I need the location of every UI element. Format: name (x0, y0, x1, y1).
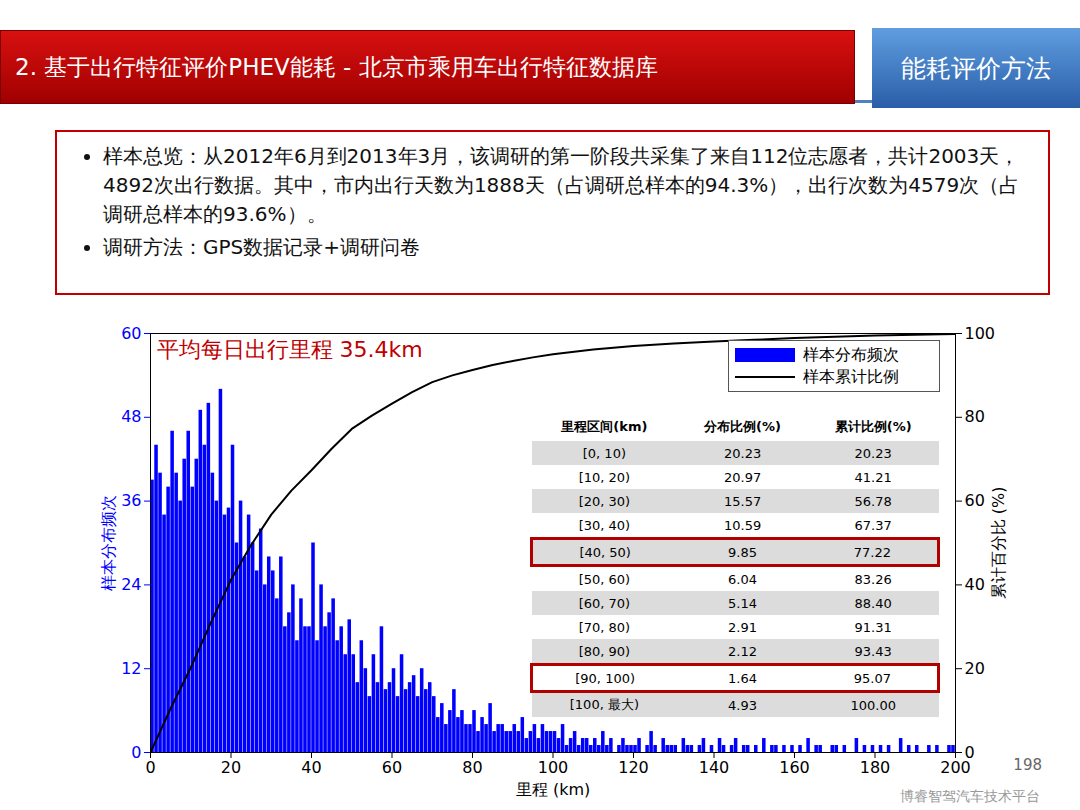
html-text:20.97: 20.97 (724, 469, 762, 485)
html-text:77.22: 77.22 (853, 544, 891, 560)
html-text:5.14: 5.14 (728, 595, 757, 611)
html-text:调研方法：GPS数据记录+调研问卷: 调研方法：GPS数据记录+调研问卷 (103, 235, 420, 259)
svg-text:40: 40 (965, 575, 985, 594)
html-text:样本分布频次: 样本分布频次 (803, 344, 899, 364)
html-text:[50, 60): [50, 60) (578, 571, 631, 587)
svg-text:80: 80 (462, 758, 482, 777)
html-text:15.57: 15.57 (724, 493, 762, 509)
svg-text:20: 20 (221, 758, 241, 777)
svg-text:180: 180 (860, 758, 891, 777)
svg-text:60: 60 (965, 491, 985, 510)
html-text:[40, 50): [40, 50) (579, 544, 631, 560)
svg-text:140: 140 (699, 758, 730, 777)
html-text:2.91: 2.91 (728, 619, 757, 635)
html-text:91.31: 91.31 (854, 619, 892, 635)
svg-text:0: 0 (965, 743, 975, 762)
html-text:100.00: 100.00 (850, 697, 896, 713)
svg-text:24: 24 (121, 575, 141, 594)
html-text:93.43: 93.43 (854, 643, 892, 659)
html-text:能耗评价方法: 能耗评价方法 (901, 53, 1051, 83)
html-text:2. 基于出行特征评价PHEV能耗 - 北京市乘用车出行特征: 2. 基于出行特征评价PHEV能耗 - 北京市乘用车出行特征数据库 (15, 53, 658, 80)
html-text:[30, 40): [30, 40) (578, 517, 631, 533)
html-text:累计比例(%): 累计比例(%) (834, 419, 912, 434)
svg-text:200: 200 (940, 757, 971, 777)
html-text:4.93: 4.93 (728, 697, 757, 713)
html-text:博睿智驾汽车技术平台: 博睿智驾汽车技术平台 (900, 788, 1040, 804)
html-text:88.40: 88.40 (854, 595, 892, 611)
html-text:[100, 最大): [100, 最大) (569, 697, 639, 712)
html-text:6.04: 6.04 (728, 571, 757, 587)
html-text:198: 198 (1013, 756, 1042, 774)
html-text:9.85: 9.85 (728, 544, 757, 560)
html-text:[80, 90): [80, 90) (578, 643, 631, 659)
html-text:[0, 10): [0, 10) (582, 445, 626, 461)
html-text:10.59: 10.59 (724, 517, 762, 533)
html-text:1.64: 1.64 (728, 670, 757, 686)
svg-text:100: 100 (538, 758, 569, 777)
html-text:2.12: 2.12 (728, 643, 757, 659)
html-text:[90, 100): [90, 100) (575, 670, 635, 686)
html-text:83.26: 83.26 (854, 571, 892, 587)
svg-text:0: 0 (145, 758, 155, 777)
html-text:67.37: 67.37 (854, 517, 892, 533)
html-text:[10, 20): [10, 20) (578, 469, 631, 485)
html-text:分布比例(%): 分布比例(%) (704, 419, 781, 434)
svg-text:36: 36 (121, 491, 141, 510)
svg-text:累计百分比 (%): 累计百分比 (%) (989, 487, 1008, 600)
svg-text:160: 160 (779, 758, 810, 777)
html-text:56.78: 56.78 (854, 493, 892, 509)
html-text:20.23: 20.23 (724, 445, 762, 461)
html-text:41.21: 41.21 (854, 469, 892, 485)
svg-text:0: 0 (131, 743, 141, 762)
html-text:[70, 80): [70, 80) (578, 619, 631, 635)
svg-text:20: 20 (965, 659, 985, 678)
svg-text:样本分布频次: 样本分布频次 (99, 495, 118, 591)
html-text:95.07: 95.07 (853, 670, 891, 686)
svg-text:48: 48 (121, 407, 141, 426)
html-text:20.23: 20.23 (854, 445, 892, 461)
svg-text:里程 (km): 里程 (km) (516, 780, 590, 799)
html-text:里程区间(km): 里程区间(km) (561, 419, 648, 434)
svg-text:60: 60 (121, 324, 141, 343)
svg-text:平均每日出行里程 35.4km: 平均每日出行里程 35.4km (157, 337, 423, 362)
html-text:[60, 70): [60, 70) (578, 595, 631, 611)
html-text:样本总览：从2012年6月到2013年3月，该调研的第一阶段: 样本总览：从2012年6月到2013年3月，该调研的第一阶段共采集了来自112位… (103, 144, 1020, 226)
svg-text:120: 120 (618, 758, 649, 777)
svg-text:12: 12 (121, 659, 141, 678)
svg-text:60: 60 (382, 758, 402, 777)
svg-text:100: 100 (965, 324, 996, 343)
svg-text:40: 40 (301, 758, 321, 777)
html-text:[20, 30): [20, 30) (578, 493, 631, 509)
svg-text:80: 80 (965, 407, 985, 426)
html-text:样本累计比例: 样本累计比例 (803, 366, 899, 386)
